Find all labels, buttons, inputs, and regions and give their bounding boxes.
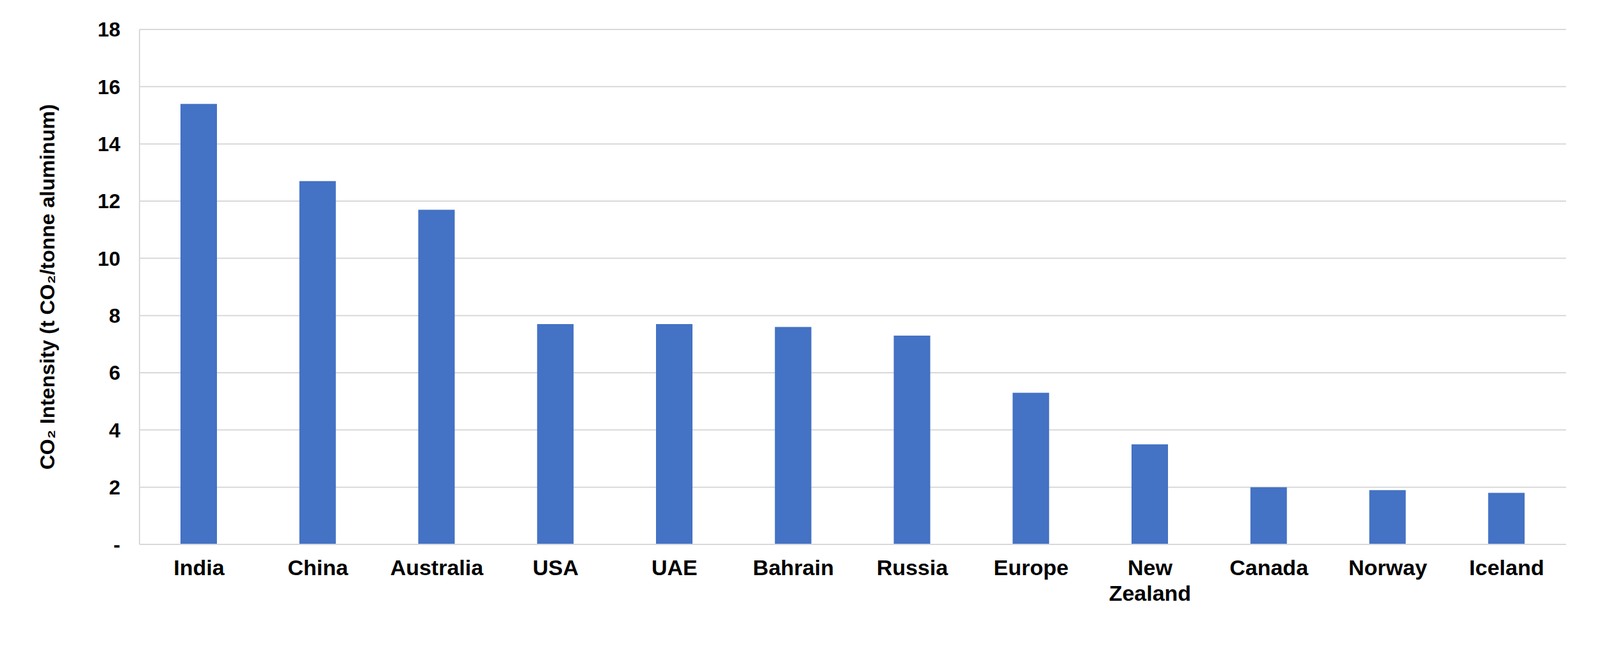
svg-text:Bahrain: Bahrain	[752, 554, 834, 580]
svg-text:Europe: Europe	[993, 554, 1069, 580]
svg-text:2: 2	[108, 475, 121, 499]
svg-text:Canada: Canada	[1229, 554, 1309, 580]
svg-text:USA: USA	[532, 554, 579, 580]
svg-text:18: 18	[97, 17, 121, 41]
svg-text:10: 10	[97, 247, 121, 271]
svg-text:China: China	[287, 554, 349, 580]
svg-text:UAE: UAE	[651, 554, 698, 580]
svg-text:8: 8	[108, 304, 121, 328]
svg-text:4: 4	[108, 418, 121, 442]
svg-text:-: -	[113, 532, 121, 556]
svg-text:12: 12	[97, 189, 121, 213]
svg-text:14: 14	[97, 132, 121, 156]
svg-text:India: India	[173, 554, 225, 580]
svg-text:CO₂ Intensity (t CO₂/tonne alu: CO₂ Intensity (t CO₂/tonne aluminum)	[35, 104, 59, 470]
svg-text:Norway: Norway	[1348, 554, 1428, 580]
svg-text:Russia: Russia	[876, 554, 950, 580]
svg-text:Australia: Australia	[390, 554, 485, 580]
svg-text:NewZealand: NewZealand	[1109, 554, 1192, 605]
svg-text:Iceland: Iceland	[1469, 554, 1545, 580]
svg-text:6: 6	[108, 360, 121, 384]
svg-text:16: 16	[97, 75, 121, 99]
